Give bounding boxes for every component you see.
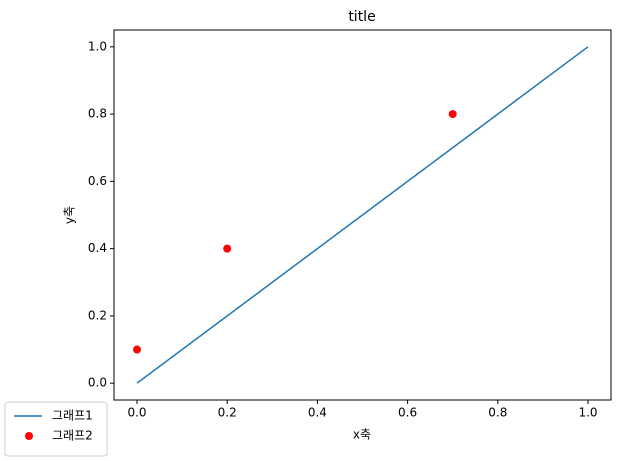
legend-marker <box>25 432 33 440</box>
x-tick-label: 1.0 <box>578 406 597 420</box>
x-tick-label: 0.8 <box>488 406 507 420</box>
legend-label: 그래프1 <box>52 409 93 423</box>
legend-label: 그래프2 <box>52 429 93 443</box>
y-tick-label: 0.8 <box>88 107 107 121</box>
y-tick-label: 0.4 <box>88 241 107 255</box>
scatter-point <box>448 110 457 119</box>
y-tick-label: 1.0 <box>88 39 107 53</box>
plot-frame <box>113 29 612 401</box>
y-axis-label: y축 <box>63 206 77 224</box>
y-tick-label: 0.2 <box>88 308 107 322</box>
x-tick-label: 0.2 <box>218 406 237 420</box>
scatter-point <box>223 244 232 253</box>
line <box>136 46 589 384</box>
x-tick-label: 0.6 <box>398 406 417 420</box>
x-axis-label: x축 <box>353 428 371 442</box>
x-tick-label: 0.4 <box>308 406 327 420</box>
scatter-point <box>133 345 142 354</box>
chart-title: title <box>348 9 375 25</box>
y-tick-label: 0.0 <box>88 376 107 390</box>
y-tick-label: 0.6 <box>88 174 107 188</box>
x-tick-label: 0.0 <box>127 406 146 420</box>
